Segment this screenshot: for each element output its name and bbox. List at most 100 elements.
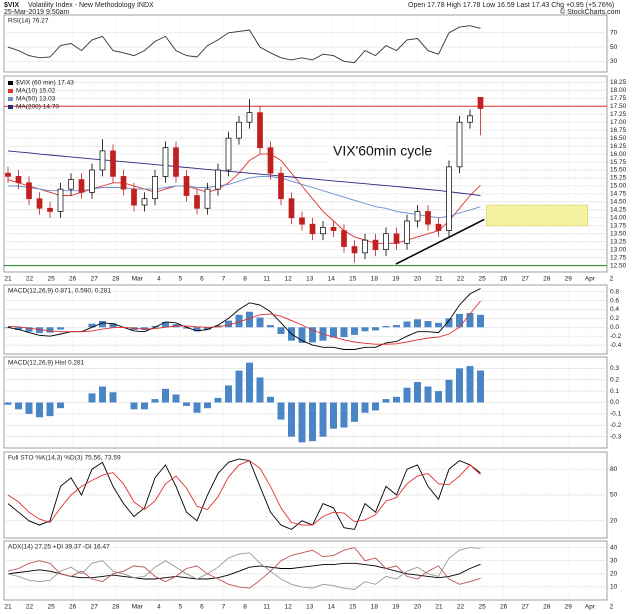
indicator-line	[7, 153, 481, 244]
hist-bar	[309, 402, 316, 442]
panel-title: MACD(12,26,9) 0.871, 0.590, 0.281	[8, 288, 111, 295]
y-tick-label: 70	[610, 30, 618, 37]
y-tick-label: 0.0	[610, 399, 619, 406]
hist-bar	[477, 370, 484, 403]
hist-bar	[193, 327, 201, 332]
hist-bar	[435, 391, 442, 403]
hist-bar	[267, 325, 274, 328]
x-tick-label: Mar	[132, 604, 144, 611]
hist-bar	[225, 385, 232, 403]
y-tick-label: 0.2	[610, 315, 619, 322]
x-tick-label: 14	[328, 276, 336, 283]
hist-bar	[151, 325, 159, 328]
y-tick-label: 15.25	[610, 175, 627, 182]
candle-body	[246, 112, 253, 123]
indicator-line	[7, 547, 481, 590]
x-tick-label: 5	[179, 604, 183, 611]
y-tick-label: 0.8	[610, 288, 619, 295]
hist-bar	[466, 366, 474, 403]
y-tick-label: -0.1	[610, 411, 622, 418]
hist-bar	[172, 394, 180, 403]
y-tick-label: 18.00	[610, 87, 627, 94]
legend-swatch	[8, 105, 13, 109]
y-tick-label: 0.6	[610, 297, 619, 304]
candle-body	[320, 227, 326, 235]
hist-bar	[382, 325, 390, 328]
hist-bar	[424, 321, 432, 328]
hist-bar	[330, 327, 337, 338]
hist-bar	[256, 377, 264, 403]
y-tick-label: 17.00	[610, 119, 627, 126]
candle-body	[404, 220, 410, 244]
x-tick-label: 25	[478, 604, 486, 611]
x-tick-label: 29	[565, 276, 573, 283]
hist-bar	[162, 321, 169, 328]
y-tick-label: 50	[610, 492, 618, 499]
x-tick-label: 19	[392, 276, 400, 283]
hist-bar	[288, 402, 295, 437]
candle-body	[477, 97, 484, 109]
panel-title: MACD(12,26,9) Hist 0.281	[8, 360, 85, 367]
hist-bar	[183, 327, 190, 329]
x-tick-label: 27	[91, 276, 99, 283]
candle-body	[36, 198, 43, 209]
x-tick-label: 4	[157, 604, 161, 611]
y-tick-label: 14.25	[610, 207, 627, 214]
x-tick-label: 27	[522, 276, 530, 283]
x-tick-label: 14	[328, 604, 336, 611]
x-tick-label: 13	[306, 604, 314, 611]
hist-bar	[414, 319, 421, 328]
hist-bar	[298, 402, 306, 443]
x-tick-label: 12	[285, 276, 293, 283]
symbol-name: Volatility Index - New Methodology INDX	[28, 2, 154, 9]
panel-frame	[3, 75, 608, 273]
x-tick-label: 22	[457, 604, 465, 611]
hist-bar	[403, 321, 411, 328]
candle-body	[414, 211, 421, 222]
hist-bar	[393, 325, 400, 328]
target-box	[486, 204, 588, 227]
hist-bar	[235, 370, 243, 403]
candle-body	[299, 217, 305, 225]
hist-bar	[277, 402, 285, 420]
candle-body	[435, 223, 442, 231]
indicator-line	[7, 547, 481, 589]
hist-bar	[193, 402, 201, 413]
hist-bar	[99, 386, 106, 403]
hist-bar	[88, 323, 96, 328]
y-tick-label: 80	[610, 466, 618, 473]
hist-bar	[477, 314, 484, 328]
x-tick-label: 15	[349, 276, 357, 283]
x-tick-label: 25	[478, 276, 486, 283]
y-tick-label: 40	[610, 544, 618, 551]
x-tick-label: 26	[500, 604, 508, 611]
x-tick-label: 21	[435, 276, 443, 283]
y-tick-label: 16.75	[610, 127, 627, 134]
x-tick-label: 13	[306, 276, 314, 283]
x-tick-label: Mar	[132, 276, 144, 283]
x-tick-label: 26	[500, 276, 508, 283]
hist-bar	[372, 327, 379, 331]
y-tick-label: 13.25	[610, 238, 627, 245]
y-tick-label: 13.75	[610, 223, 627, 230]
hist-bar	[340, 327, 348, 338]
x-tick-label: 21	[4, 276, 12, 283]
panel-frame	[3, 14, 608, 73]
candle-body	[383, 233, 389, 251]
indicator-line	[7, 25, 481, 64]
candle-body	[288, 198, 295, 219]
x-tick-label: 25	[47, 276, 55, 283]
x-tick-label: 21	[4, 604, 12, 611]
hist-bar	[466, 313, 474, 328]
x-tick-label: 8	[243, 276, 247, 283]
x-tick-label: 18	[371, 276, 379, 283]
candle-body	[78, 179, 85, 193]
hist-bar	[424, 386, 432, 403]
y-tick-label: 17.50	[610, 103, 627, 110]
x-tick-label: Apr	[585, 276, 596, 283]
hist-bar	[57, 327, 64, 330]
x-tick-label: 11	[263, 276, 270, 283]
hist-bar	[25, 327, 33, 332]
candle-body	[57, 188, 64, 212]
